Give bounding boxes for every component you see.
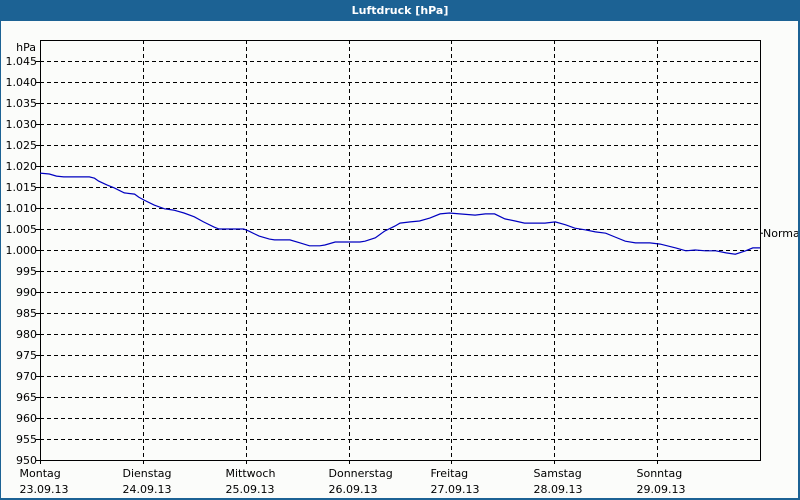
y-tick-label: 1.015 <box>6 181 38 194</box>
y-tick-label: 955 <box>16 433 37 446</box>
x-tick-day: Freitag <box>431 467 469 480</box>
y-tick-label: 995 <box>16 265 37 278</box>
y-tick-label: 1.045 <box>6 55 38 68</box>
pressure-line <box>39 172 760 255</box>
x-tick-day: Donnerstag <box>329 467 393 480</box>
x-tick-date: 26.09.13 <box>329 483 378 496</box>
x-tick-date: 24.09.13 <box>123 483 172 496</box>
y-tick-label: 960 <box>16 412 37 425</box>
x-tick-day: Montag <box>20 467 61 480</box>
y-tick-label: 985 <box>16 307 37 320</box>
x-tick-day: Samstag <box>534 467 582 480</box>
y-tick-label: 1.020 <box>6 160 38 173</box>
x-tick-date: 29.09.13 <box>637 483 686 496</box>
y-axis-unit: hPa <box>16 41 36 54</box>
y-tick-label: 980 <box>16 328 37 341</box>
y-tick-label: 1.025 <box>6 139 38 152</box>
y-tick-label: 975 <box>16 349 37 362</box>
y-tick-label: 1.035 <box>6 97 38 110</box>
x-tick-day: Sonntag <box>637 467 683 480</box>
y-tick-label: 1.030 <box>6 118 38 131</box>
y-tick-label: 965 <box>16 391 37 404</box>
y-tick-label: 990 <box>16 286 37 299</box>
y-tick-label: 1.010 <box>6 202 38 215</box>
x-tick-date: 23.09.13 <box>20 483 69 496</box>
x-tick-day: Dienstag <box>123 467 172 480</box>
plot-frame <box>40 40 761 461</box>
x-tick-day: Mittwoch <box>226 467 276 480</box>
x-tick-date: 27.09.13 <box>431 483 480 496</box>
y-tick-label: 1.000 <box>6 244 38 257</box>
y-tick-label: 970 <box>16 370 37 383</box>
normal-label: Normal <box>763 227 798 240</box>
y-tick-label: 1.005 <box>6 223 38 236</box>
window-title: Luftdruck [hPa] <box>0 0 800 21</box>
y-tick-label: 1.040 <box>6 76 38 89</box>
x-tick-date: 28.09.13 <box>534 483 583 496</box>
x-tick-date: 25.09.13 <box>226 483 275 496</box>
chart-area: hPa 1.045 1.040 1.035 1.030 1.025 1.020 1.015 1.… <box>1 21 798 498</box>
y-tick-label: 950 <box>16 454 37 467</box>
